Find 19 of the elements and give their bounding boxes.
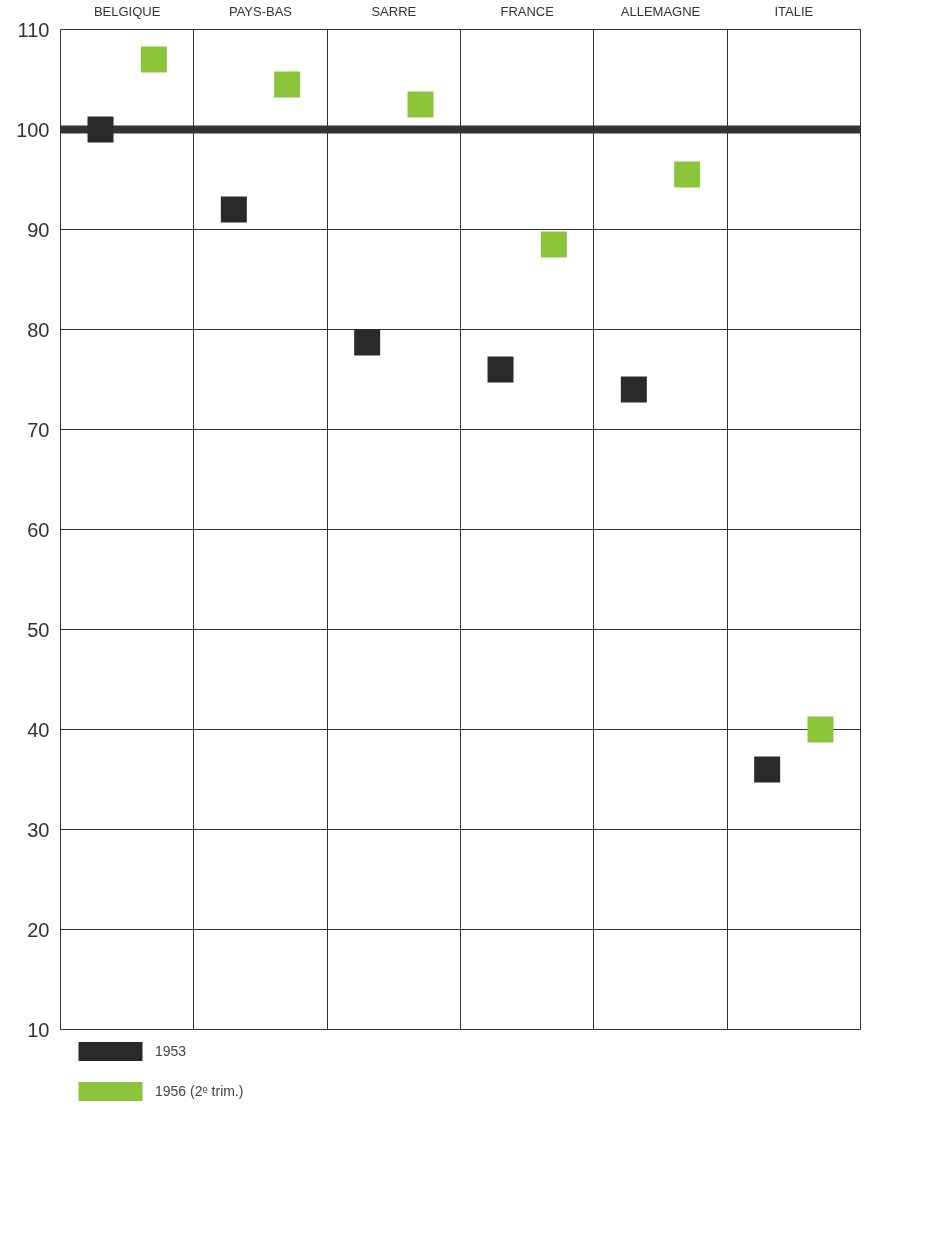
y-tick-label: 70	[27, 418, 50, 441]
x-tick-label: ALLEMAGNE	[620, 3, 701, 19]
x-tick-label: ITALIE	[774, 3, 814, 19]
y-tick-label: 20	[27, 918, 50, 941]
legend-label: 1953	[155, 1043, 187, 1059]
x-tick-label: FRANCE	[500, 3, 555, 19]
y-tick-label: 100	[16, 118, 50, 141]
y-tick-label: 50	[27, 618, 50, 641]
y-tick-label: 10	[27, 1018, 50, 1041]
legend-label: 1956 (2ᵉ trim.)	[155, 1083, 244, 1099]
y-tick-label: 80	[27, 318, 50, 341]
y-tick-label: 60	[27, 518, 50, 541]
y-tick-label: 40	[27, 718, 50, 741]
x-tick-label: PAYS-BAS	[228, 3, 293, 19]
y-tick-label: 110	[17, 18, 50, 41]
y-tick-label: 90	[27, 218, 50, 241]
y-tick-label: 30	[27, 818, 50, 841]
x-tick-label: SARRE	[371, 3, 417, 19]
x-tick-label: BELGIQUE	[93, 3, 161, 19]
